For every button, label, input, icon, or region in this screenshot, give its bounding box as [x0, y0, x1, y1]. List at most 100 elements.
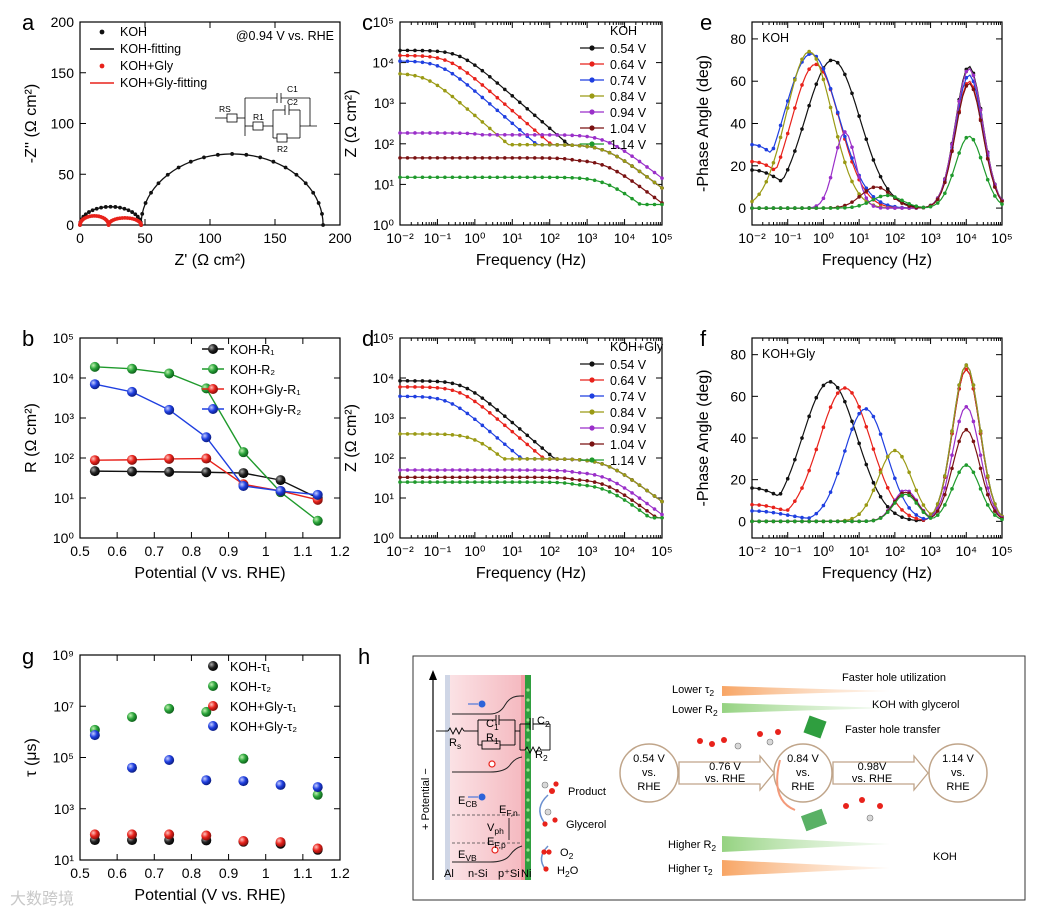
data-point-0.64 V: [764, 504, 769, 508]
x-tick-label: 0.7: [145, 543, 165, 559]
data-point-1.14 V: [555, 480, 559, 485]
data-point-0.84 V: [405, 72, 410, 77]
data-point-0.64 V: [771, 505, 776, 510]
data-point-0.54 V: [540, 446, 545, 450]
data-point-0.84 V: [398, 432, 402, 436]
x-axis-label: Potential (V vs. RHE): [134, 887, 285, 904]
molecule-icon: [543, 866, 549, 872]
molecule-icon: [541, 849, 547, 855]
trend-arrows: [722, 686, 890, 876]
cycle-arrow: [776, 759, 796, 811]
molecule-icon: [549, 788, 555, 794]
x-tick-label: 0.6: [107, 543, 127, 559]
legend-label: 1.14 V: [610, 454, 647, 468]
data-point-0.84 V: [488, 126, 492, 131]
data-point-0.84 V: [750, 199, 754, 204]
data-point-1.04 V: [428, 156, 432, 160]
data-point-0.94 V: [562, 133, 567, 137]
data-point-0.64 V: [473, 77, 477, 81]
data-point-1.14 V: [907, 201, 911, 206]
data-point-0.94 V: [428, 468, 432, 472]
data-point-0.74 V: [465, 411, 470, 416]
data-point-0.74 V: [488, 102, 492, 106]
data-point-1.14 V: [857, 519, 861, 524]
data-point-0.84 V: [465, 107, 470, 111]
data-point-0.84 V: [885, 454, 890, 459]
data-point-0.54 V: [793, 149, 797, 153]
data-point-0.74 V: [428, 395, 432, 400]
legend-label: 0.54 V: [610, 358, 647, 372]
data-point-0.94 V: [637, 496, 642, 500]
data-point-0.64 V: [857, 405, 861, 409]
data-point-1.04 V: [413, 156, 417, 160]
y-tick-label: 10³: [54, 410, 75, 426]
inset-label: C1: [287, 84, 298, 94]
data-point-1.04 V: [495, 156, 500, 160]
data-point-0.54 V: [878, 174, 883, 179]
chart-d: d 10⁻² 10⁻¹ 10⁰ 10¹ 10² 10³ 10⁴ 10⁵ 10⁰ 10¹ 10² 10³ 1…: [343, 326, 673, 582]
data-point-0.64 V: [488, 89, 492, 94]
data-point-1.04 V: [985, 157, 990, 161]
legend-label: KOH-R₁: [230, 343, 275, 357]
x-tick-label: 10⁻¹: [774, 543, 802, 559]
data-point-0.94 V: [585, 471, 589, 476]
data-point-0.64 V: [532, 449, 537, 453]
data-point-1.04 V: [547, 156, 552, 160]
plot-frame: [79, 21, 341, 226]
data-point-1.14 V: [828, 519, 833, 524]
y-tick-label: 40: [730, 116, 746, 132]
data-point-0.84 V: [615, 154, 619, 159]
data-point-1.14 V: [928, 516, 933, 520]
data-point-0.84 V: [828, 105, 833, 110]
data-point-0.94 V: [660, 512, 664, 517]
data-point-0.54 V: [807, 414, 811, 419]
data-point-0.54 V: [871, 158, 876, 162]
data-point-0.94 V: [413, 131, 417, 135]
data-point-0.84 V: [413, 432, 417, 436]
data-point-0.64 V: [750, 159, 754, 164]
data-point-0.64 V: [405, 385, 410, 389]
legend-marker: [208, 701, 218, 711]
data-point-1.14 V: [645, 202, 649, 207]
data-point-1.14 V: [458, 480, 462, 484]
data-point-1.04 V: [450, 475, 455, 480]
data-point-0.54 V: [435, 379, 440, 384]
data-point-1.04 V: [465, 156, 470, 160]
legend-marker: [589, 377, 595, 383]
data-point-0.64 V: [764, 163, 769, 168]
data-point-1.14 V: [778, 519, 783, 524]
data-point-0.84 V: [771, 160, 776, 165]
data-point-KOH-R2: [89, 361, 100, 372]
data-point-1.14 V: [835, 206, 840, 210]
x-tick-label: 10⁻¹: [424, 230, 452, 246]
data-point-0.84 V: [577, 143, 582, 148]
y-tick-label: 10⁵: [53, 750, 74, 766]
y-tick-label: 10⁹: [52, 647, 74, 663]
data-point-0.74 V: [850, 156, 854, 160]
data-point-1.14 V: [878, 516, 883, 520]
higher-r2-arrow: [722, 836, 890, 852]
x-tick-label: 1.2: [330, 543, 350, 559]
data-point-0.84 V: [850, 179, 854, 184]
data-point-0.84 V: [615, 468, 619, 473]
data-point-0.94 V: [971, 419, 976, 424]
ni-layer: [525, 675, 531, 880]
data-point-1.14 V: [585, 483, 589, 488]
data-point-0.84 V: [562, 143, 567, 147]
data-point-1.14 V: [547, 480, 552, 485]
transition-arrow-1: [678, 754, 775, 792]
data-point-0.84 V: [532, 142, 537, 147]
data-point-1.14 V: [428, 480, 432, 484]
y-tick-label: 10⁰: [53, 530, 75, 546]
data-point-1.04 V: [885, 190, 890, 195]
legend-label: KOH+Gly-τ₁: [230, 700, 296, 714]
data-point-1.14 V: [405, 175, 410, 180]
data-point-0.64 V: [503, 423, 507, 428]
data-point-1.14 V: [800, 206, 804, 210]
data-point-0.54 V: [398, 48, 402, 53]
legend-label: 0.94 V: [610, 106, 647, 120]
data-point-0.54 V: [532, 439, 537, 444]
legend-marker: [99, 63, 105, 69]
panel-letter-e: e: [700, 10, 712, 35]
data-point-1.14 V: [398, 480, 402, 484]
